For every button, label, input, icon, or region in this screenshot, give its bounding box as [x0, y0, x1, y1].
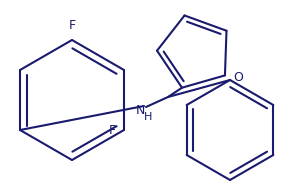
Text: F: F — [109, 124, 116, 137]
Text: N: N — [135, 104, 145, 117]
Text: F: F — [68, 19, 75, 32]
Text: O: O — [233, 71, 243, 84]
Text: H: H — [144, 112, 152, 122]
